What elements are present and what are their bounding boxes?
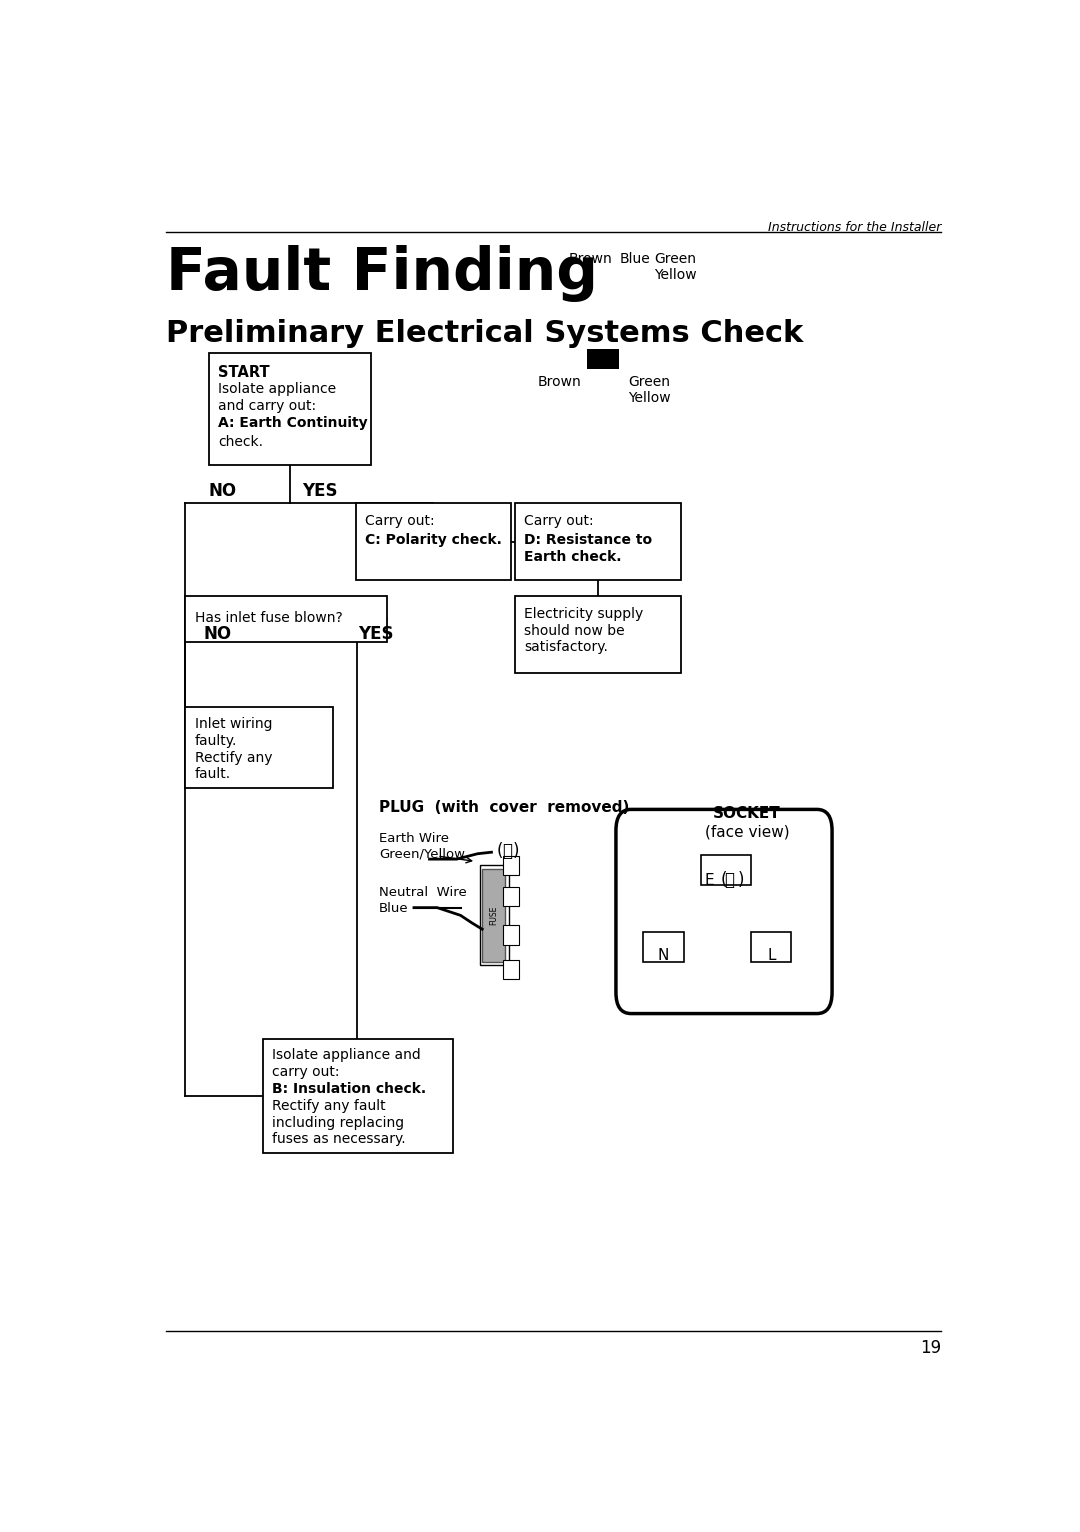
Bar bbox=[586, 349, 619, 369]
Text: ⏚: ⏚ bbox=[724, 872, 734, 890]
Text: L: L bbox=[767, 948, 775, 962]
Text: Neutral  Wire: Neutral Wire bbox=[379, 885, 467, 899]
Text: NO: NO bbox=[208, 481, 237, 499]
Text: (: ( bbox=[497, 843, 503, 859]
Text: Fault Finding: Fault Finding bbox=[166, 245, 598, 302]
Text: B: Insulation check.: B: Insulation check. bbox=[272, 1082, 427, 1095]
Text: Rectify any fault: Rectify any fault bbox=[272, 1098, 386, 1112]
Text: Isolate appliance and: Isolate appliance and bbox=[272, 1048, 421, 1062]
FancyBboxPatch shape bbox=[616, 809, 832, 1014]
Text: A: Earth Continuity: A: Earth Continuity bbox=[218, 417, 367, 430]
Text: E: E bbox=[704, 873, 714, 889]
Text: Isolate appliance: Isolate appliance bbox=[218, 383, 336, 397]
Bar bbox=[701, 855, 751, 884]
Text: Blue: Blue bbox=[619, 251, 650, 265]
Bar bbox=[515, 596, 681, 673]
Text: fault.: fault. bbox=[194, 768, 231, 781]
Text: (face view): (face view) bbox=[705, 824, 789, 840]
Bar bbox=[644, 933, 684, 962]
Text: Green
Yellow: Green Yellow bbox=[654, 251, 697, 282]
Text: NO: NO bbox=[203, 625, 231, 643]
Text: ): ) bbox=[512, 843, 518, 859]
Text: fuses as necessary.: fuses as necessary. bbox=[272, 1132, 406, 1146]
Bar bbox=[503, 961, 518, 979]
Text: Earth check.: Earth check. bbox=[524, 550, 622, 564]
Bar bbox=[480, 866, 510, 965]
Text: C: Polarity check.: C: Polarity check. bbox=[365, 533, 502, 547]
Bar bbox=[208, 354, 372, 464]
Bar bbox=[482, 869, 505, 962]
Bar bbox=[503, 887, 518, 905]
Bar bbox=[356, 504, 511, 581]
Text: Earth Wire: Earth Wire bbox=[379, 832, 449, 846]
Text: should now be: should now be bbox=[524, 624, 624, 637]
Text: YES: YES bbox=[301, 481, 337, 499]
Text: Electricity supply: Electricity supply bbox=[524, 607, 644, 620]
Text: carry out:: carry out: bbox=[272, 1065, 340, 1079]
Bar bbox=[186, 596, 387, 642]
Text: and carry out:: and carry out: bbox=[218, 400, 316, 414]
Text: Rectify any: Rectify any bbox=[194, 751, 272, 764]
Bar bbox=[186, 708, 333, 789]
Text: Carry out:: Carry out: bbox=[365, 515, 435, 529]
Bar bbox=[262, 1039, 453, 1152]
Text: Brown: Brown bbox=[569, 251, 612, 265]
Text: ): ) bbox=[738, 872, 744, 890]
Text: 19: 19 bbox=[920, 1339, 941, 1357]
Text: Blue: Blue bbox=[379, 902, 408, 915]
Text: satisfactory.: satisfactory. bbox=[524, 640, 608, 654]
Text: Instructions for the Installer: Instructions for the Installer bbox=[768, 221, 941, 234]
Text: Green/Yellow: Green/Yellow bbox=[379, 847, 465, 861]
Text: SOCKET: SOCKET bbox=[714, 806, 781, 821]
Text: D: Resistance to: D: Resistance to bbox=[524, 533, 652, 547]
Text: check.: check. bbox=[218, 435, 262, 449]
Text: faulty.: faulty. bbox=[194, 734, 237, 748]
Text: Green
Yellow: Green Yellow bbox=[627, 375, 671, 404]
Text: Has inlet fuse blown?: Has inlet fuse blown? bbox=[194, 611, 342, 625]
Text: START: START bbox=[218, 365, 270, 380]
Text: PLUG  (with  cover  removed): PLUG (with cover removed) bbox=[379, 800, 630, 815]
Text: FUSE: FUSE bbox=[489, 905, 498, 925]
Text: ⏚: ⏚ bbox=[502, 843, 512, 859]
Text: N: N bbox=[658, 948, 670, 962]
Bar bbox=[515, 504, 681, 581]
Bar bbox=[503, 856, 518, 875]
Text: Inlet wiring: Inlet wiring bbox=[194, 717, 272, 731]
Text: Carry out:: Carry out: bbox=[524, 515, 594, 529]
Bar bbox=[503, 925, 518, 945]
Text: including replacing: including replacing bbox=[272, 1115, 404, 1129]
Text: (: ( bbox=[721, 872, 727, 890]
Text: Brown: Brown bbox=[538, 375, 582, 389]
Text: Preliminary Electrical Systems Check: Preliminary Electrical Systems Check bbox=[166, 319, 804, 348]
Text: YES: YES bbox=[359, 625, 394, 643]
Bar bbox=[751, 933, 792, 962]
